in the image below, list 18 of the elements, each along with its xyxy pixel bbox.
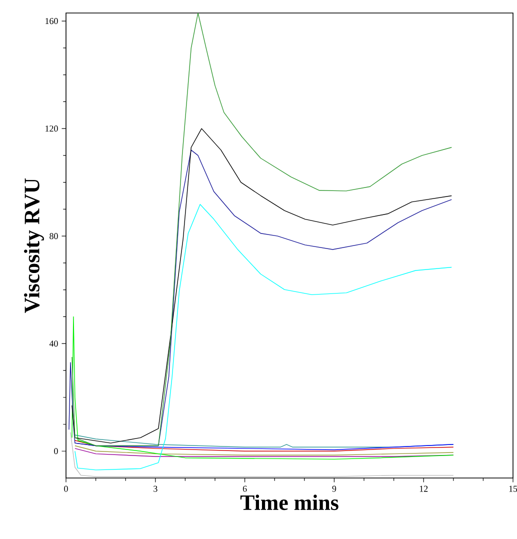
x-tick-label: 0 (64, 486, 68, 492)
y-tick-label: 80 (50, 233, 58, 240)
y-tick-label: 0 (54, 448, 58, 454)
x-tick-label: 12 (420, 486, 428, 492)
line-series (74, 440, 454, 452)
x-tick-label: 15 (509, 486, 517, 492)
line-series (74, 204, 452, 470)
y-tick-label: 160 (46, 18, 58, 24)
y-tick-label: 120 (46, 126, 58, 132)
y-axis-title: Viscosity RVU (24, 178, 44, 313)
x-tick-label: 3 (154, 486, 158, 492)
y-tick-label: 40 (49, 340, 58, 347)
x-axis-title: Time mins (240, 494, 338, 510)
line-series (74, 445, 454, 456)
x-tick-label: 9 (332, 486, 336, 492)
line-series (72, 316, 454, 460)
line-series (72, 12, 452, 446)
x-tick-label: 6 (242, 486, 247, 492)
